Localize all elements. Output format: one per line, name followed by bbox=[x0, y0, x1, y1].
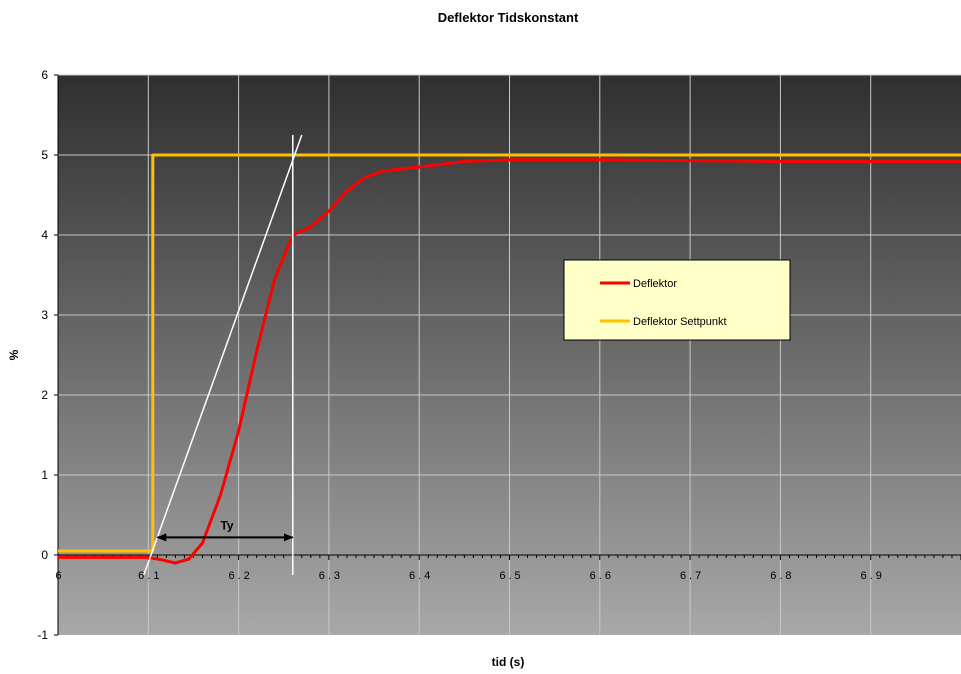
annotations: Ty bbox=[143, 134, 303, 576]
y-tick-label: 5 bbox=[41, 148, 48, 162]
x-tick-label: 6.3 bbox=[319, 570, 343, 582]
x-tick-label: 6.9 bbox=[861, 570, 885, 582]
y-tick-label: 0 bbox=[41, 548, 48, 562]
y-tick-label: 2 bbox=[41, 388, 48, 402]
y-tick-label: 4 bbox=[41, 228, 48, 242]
x-tick-label: 6.4 bbox=[409, 570, 433, 582]
x-tick-label: 6.2 bbox=[228, 570, 252, 582]
x-tick-labels: 6 6.1 6.2 6.3 6.4 6.5 6.6 6.7 6.8 6.9 bbox=[55, 570, 885, 582]
legend-label-deflektor: Deflektor bbox=[633, 278, 677, 290]
y-tick-label: 3 bbox=[41, 308, 48, 322]
x-tick-label: 6.8 bbox=[770, 570, 794, 582]
legend-box bbox=[563, 259, 791, 341]
y-tick-label: -1 bbox=[37, 628, 48, 642]
tangent-line bbox=[143, 134, 303, 576]
x-tick-label: 6.5 bbox=[499, 570, 523, 582]
series-line-deflektor-settpunkt bbox=[58, 153, 961, 553]
x-axis-label: tid (s) bbox=[492, 655, 525, 669]
chart-title: Deflektor Tidskonstant bbox=[438, 10, 579, 25]
series-line-deflektor bbox=[58, 158, 961, 565]
x-tick-label: 6.7 bbox=[680, 570, 704, 582]
x-tick-label: 6.1 bbox=[138, 570, 162, 582]
legend-label-deflektor-settpunkt: Deflektor Settpunkt bbox=[633, 316, 727, 328]
x-tick-label: 6.6 bbox=[590, 570, 614, 582]
y-axis-label: % bbox=[7, 349, 21, 360]
series-lines bbox=[58, 153, 961, 565]
y-tick-label: 1 bbox=[41, 468, 48, 482]
legend: Deflektor Deflektor Settpunkt bbox=[563, 259, 791, 341]
x-tick-label: 6 bbox=[55, 570, 64, 582]
y-tick-label: 6 bbox=[41, 68, 48, 82]
y-tick-labels: -1 0 1 2 3 4 5 6 bbox=[37, 68, 48, 642]
time-constant-label: Ty bbox=[220, 518, 233, 532]
